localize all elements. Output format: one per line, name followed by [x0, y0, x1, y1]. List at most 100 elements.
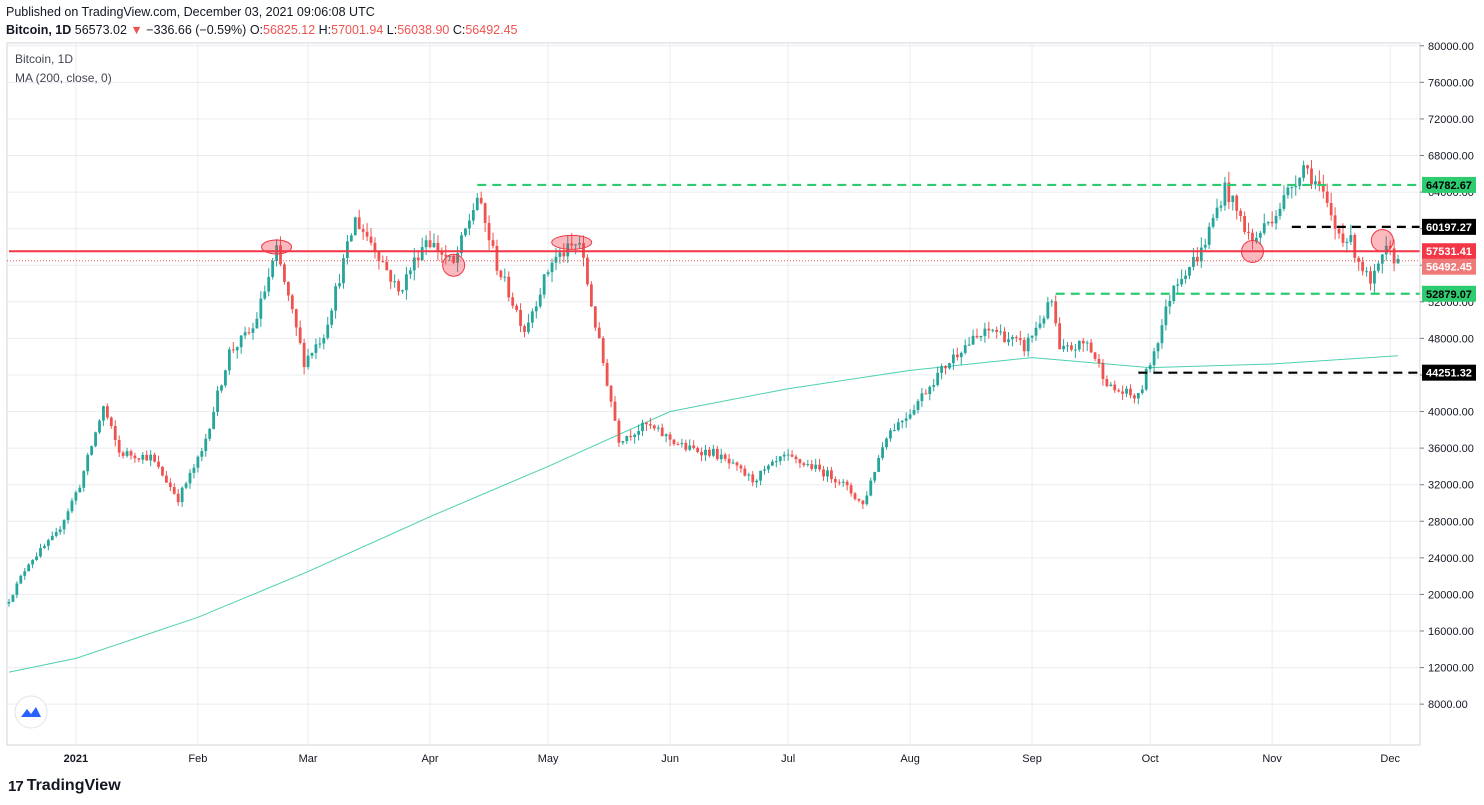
candle-body: [483, 203, 487, 223]
candle-body: [279, 245, 282, 265]
candle-body: [70, 500, 74, 512]
candle-body: [1274, 215, 1278, 224]
candle-body: [365, 231, 369, 237]
candle-body: [708, 449, 711, 456]
price-level-labels: 64782.67 60197.27 57531.41 56492.45 52879.07…: [1422, 176, 1476, 381]
price-label-box: [1422, 176, 1476, 193]
candle-body: [137, 458, 141, 460]
candle-body: [275, 245, 278, 262]
candle-body: [283, 264, 286, 282]
candle-body: [948, 363, 951, 369]
candle-body: [1156, 343, 1160, 352]
candle-body: [464, 228, 467, 236]
candle-body: [629, 435, 633, 438]
candle-body: [448, 255, 452, 257]
candle-body: [1018, 338, 1022, 340]
legend-title[interactable]: Bitcoin, 1D: [15, 52, 73, 66]
candle-body: [1345, 241, 1349, 243]
candle-body: [129, 451, 133, 456]
candles-layer: [7, 160, 1400, 607]
candle-body: [999, 331, 1003, 333]
candle-body: [318, 343, 322, 345]
candle-body: [530, 311, 534, 323]
candle-body: [428, 240, 432, 248]
candle-body: [27, 564, 31, 572]
candle-body: [700, 452, 703, 456]
y-tick-label: 80000.00: [1428, 41, 1474, 53]
candle-body: [1243, 216, 1246, 232]
candle-body: [806, 464, 810, 466]
candle-body: [1160, 325, 1164, 344]
candle-body: [412, 257, 416, 271]
candle-body: [361, 229, 365, 232]
footer-brand[interactable]: 17 TradingView: [8, 777, 121, 795]
candle-body: [774, 461, 778, 463]
tradingview-watermark-icon[interactable]: [14, 695, 48, 729]
candle-body: [326, 324, 330, 338]
candle-body: [1286, 187, 1290, 196]
candle-body: [499, 270, 503, 278]
candle-body: [715, 448, 719, 460]
candle-body: [1038, 323, 1042, 328]
candle-body: [904, 418, 908, 421]
candle-body: [1109, 384, 1113, 387]
candle-body: [1176, 284, 1180, 286]
y-tick-label: 40000.00: [1428, 407, 1474, 419]
price-label-box: [1422, 218, 1476, 235]
candle-body: [845, 481, 849, 486]
candle-body: [1199, 247, 1203, 262]
candle-body: [1333, 215, 1337, 229]
legend-indicator[interactable]: MA (200, close, 0): [15, 71, 112, 85]
candle-body: [54, 532, 58, 536]
candle-body: [833, 479, 837, 483]
x-tick-label: Apr: [421, 753, 438, 765]
x-tick-label: Jun: [661, 753, 679, 765]
candle-body: [1117, 390, 1121, 392]
candle-body: [460, 235, 463, 254]
price-label-box: [1422, 285, 1476, 302]
candle-body: [503, 276, 507, 278]
candle-body: [684, 442, 688, 450]
candle-body: [554, 256, 558, 263]
candle-body: [877, 457, 881, 472]
candle-body: [314, 344, 318, 353]
candle-body: [377, 251, 381, 261]
candle-body: [593, 306, 597, 328]
candle-body: [656, 427, 660, 429]
candle-body: [1148, 365, 1152, 369]
time-axis[interactable]: 2021 Feb Mar Apr May Jun Jul Aug Sep Oct Nov Dec: [64, 753, 1401, 765]
candle-body: [259, 298, 263, 319]
candle-body: [290, 295, 294, 310]
candle-body: [637, 431, 640, 435]
candle-body: [534, 306, 538, 312]
candle-body: [471, 210, 475, 221]
candle-body: [23, 571, 27, 576]
candle-body: [456, 253, 459, 263]
plot-area[interactable]: [6, 42, 1421, 746]
candle-body: [1097, 358, 1101, 363]
candle-body: [1050, 301, 1054, 303]
candle-body: [810, 464, 814, 469]
candle-body: [1058, 323, 1062, 350]
candle-body: [224, 370, 227, 386]
candle-body: [98, 420, 101, 433]
candle-body: [924, 393, 928, 395]
candle-body: [711, 448, 715, 456]
candle-body: [176, 493, 180, 503]
x-tick-label: May: [538, 753, 559, 765]
candle-body: [286, 281, 290, 296]
x-tick-label: Dec: [1380, 753, 1400, 765]
candle-body: [1329, 203, 1333, 216]
candle-body: [1164, 306, 1168, 326]
symbol-title[interactable]: Bitcoin, 1D: [6, 23, 72, 37]
candle-body: [932, 384, 936, 387]
candle-body: [401, 290, 404, 292]
candle-body: [822, 469, 825, 477]
candle-body: [1188, 266, 1191, 276]
candle-body: [767, 465, 770, 470]
candle-body: [959, 352, 963, 358]
candle-body: [818, 464, 822, 470]
candle-body: [125, 451, 129, 456]
candle-body: [1219, 205, 1223, 208]
